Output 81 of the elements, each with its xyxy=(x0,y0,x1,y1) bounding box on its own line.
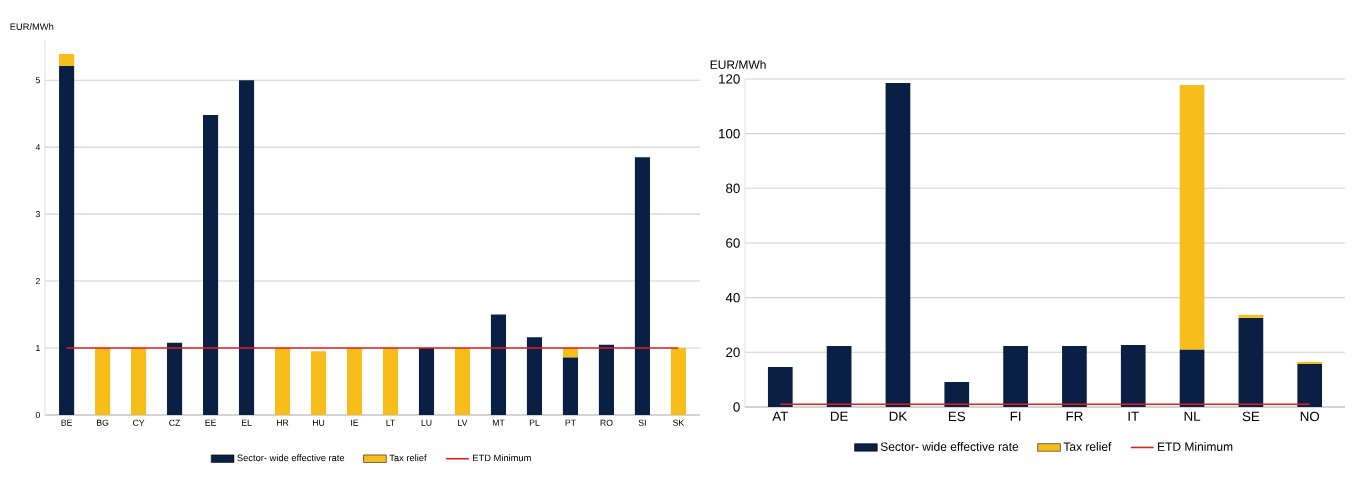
bar xyxy=(131,348,147,415)
bar xyxy=(1179,85,1205,350)
bar xyxy=(670,348,686,415)
y-tick-label: 4 xyxy=(35,144,41,151)
bar xyxy=(1062,346,1087,407)
bar xyxy=(1297,361,1323,365)
bar xyxy=(95,348,111,415)
y-tick-label: 60 xyxy=(726,238,740,248)
y-tick-label: 100 xyxy=(719,128,740,139)
x-tick-label: DE xyxy=(830,411,848,421)
x-tick-label: DK xyxy=(889,411,908,421)
legend-label: Tax relief xyxy=(389,454,427,462)
x-tick-label: FI xyxy=(1010,411,1021,421)
bar xyxy=(346,348,363,415)
bar xyxy=(310,351,327,415)
bar xyxy=(454,348,471,415)
bar xyxy=(1297,364,1323,407)
bar xyxy=(1179,349,1205,407)
bar xyxy=(826,346,852,407)
legend-label: ETD Minimum xyxy=(473,454,531,462)
y-tick-label: 3 xyxy=(35,211,40,218)
bar xyxy=(203,114,219,415)
x-tick-label: CZ xyxy=(169,419,181,426)
bar xyxy=(598,344,614,415)
x-tick-label: SK xyxy=(673,419,685,426)
bar xyxy=(1238,317,1264,407)
x-tick-label: LV xyxy=(458,419,468,426)
x-tick-label: SE xyxy=(1242,411,1260,422)
x-tick-label: SI xyxy=(638,419,646,426)
y-tick-label: 5 xyxy=(35,77,40,84)
x-tick-label: BG xyxy=(97,419,109,426)
x-tick-label: LT xyxy=(386,419,396,426)
x-tick-label: EL xyxy=(241,419,252,426)
bar xyxy=(274,348,291,415)
x-tick-label: MT xyxy=(492,419,505,426)
bar xyxy=(238,80,255,415)
x-tick-label: EE xyxy=(205,419,216,426)
bar xyxy=(1238,314,1264,318)
bar xyxy=(885,83,911,407)
bar xyxy=(1003,346,1028,407)
bar xyxy=(944,382,970,407)
y-tick-label: 20 xyxy=(726,347,740,358)
legend-label: Sector- wide effective rate xyxy=(880,442,1019,451)
x-tick-label: BE xyxy=(61,419,72,426)
y-tick-label: 120 xyxy=(719,74,740,84)
x-tick-label: PT xyxy=(565,419,576,426)
bar xyxy=(418,348,435,415)
y-tick-label: 40 xyxy=(725,292,740,303)
legend-label: ETD Minimum xyxy=(1158,442,1233,451)
x-tick-label: AT xyxy=(772,411,789,421)
y-tick-label: 1 xyxy=(36,345,40,351)
x-tick-label: CY xyxy=(133,419,145,426)
y-axis-title: EUR/MWh xyxy=(10,23,54,30)
y-tick-label: 0 xyxy=(35,411,40,419)
y-tick-label: 0 xyxy=(733,402,740,412)
y-tick-label: 2 xyxy=(35,278,40,285)
x-tick-label: LU xyxy=(421,419,432,426)
x-tick-label: HR xyxy=(276,419,289,426)
bar xyxy=(382,348,399,415)
x-tick-label: FR xyxy=(1066,411,1083,421)
bar xyxy=(59,54,75,67)
x-tick-label: ES xyxy=(948,411,966,422)
bar xyxy=(59,66,75,415)
x-tick-label: HU xyxy=(312,419,325,426)
y-tick-label: 80 xyxy=(726,183,740,194)
bar xyxy=(767,367,793,407)
x-tick-label: IE xyxy=(351,419,359,426)
bar xyxy=(526,337,543,415)
x-tick-label: NL xyxy=(1184,411,1201,421)
y-axis-title: EUR/MWh xyxy=(710,60,766,69)
bar xyxy=(562,357,579,415)
bar xyxy=(167,342,183,415)
bar xyxy=(490,314,507,415)
legend-label: Tax relief xyxy=(1063,442,1112,451)
x-tick-label: RO xyxy=(600,419,613,426)
x-tick-label: NO xyxy=(1300,411,1320,422)
legend-label: Sector- wide effective rate xyxy=(237,454,345,462)
x-tick-label: PL xyxy=(529,419,540,426)
bar xyxy=(634,157,650,415)
x-tick-label: IT xyxy=(1128,411,1139,421)
bar xyxy=(1120,344,1146,407)
